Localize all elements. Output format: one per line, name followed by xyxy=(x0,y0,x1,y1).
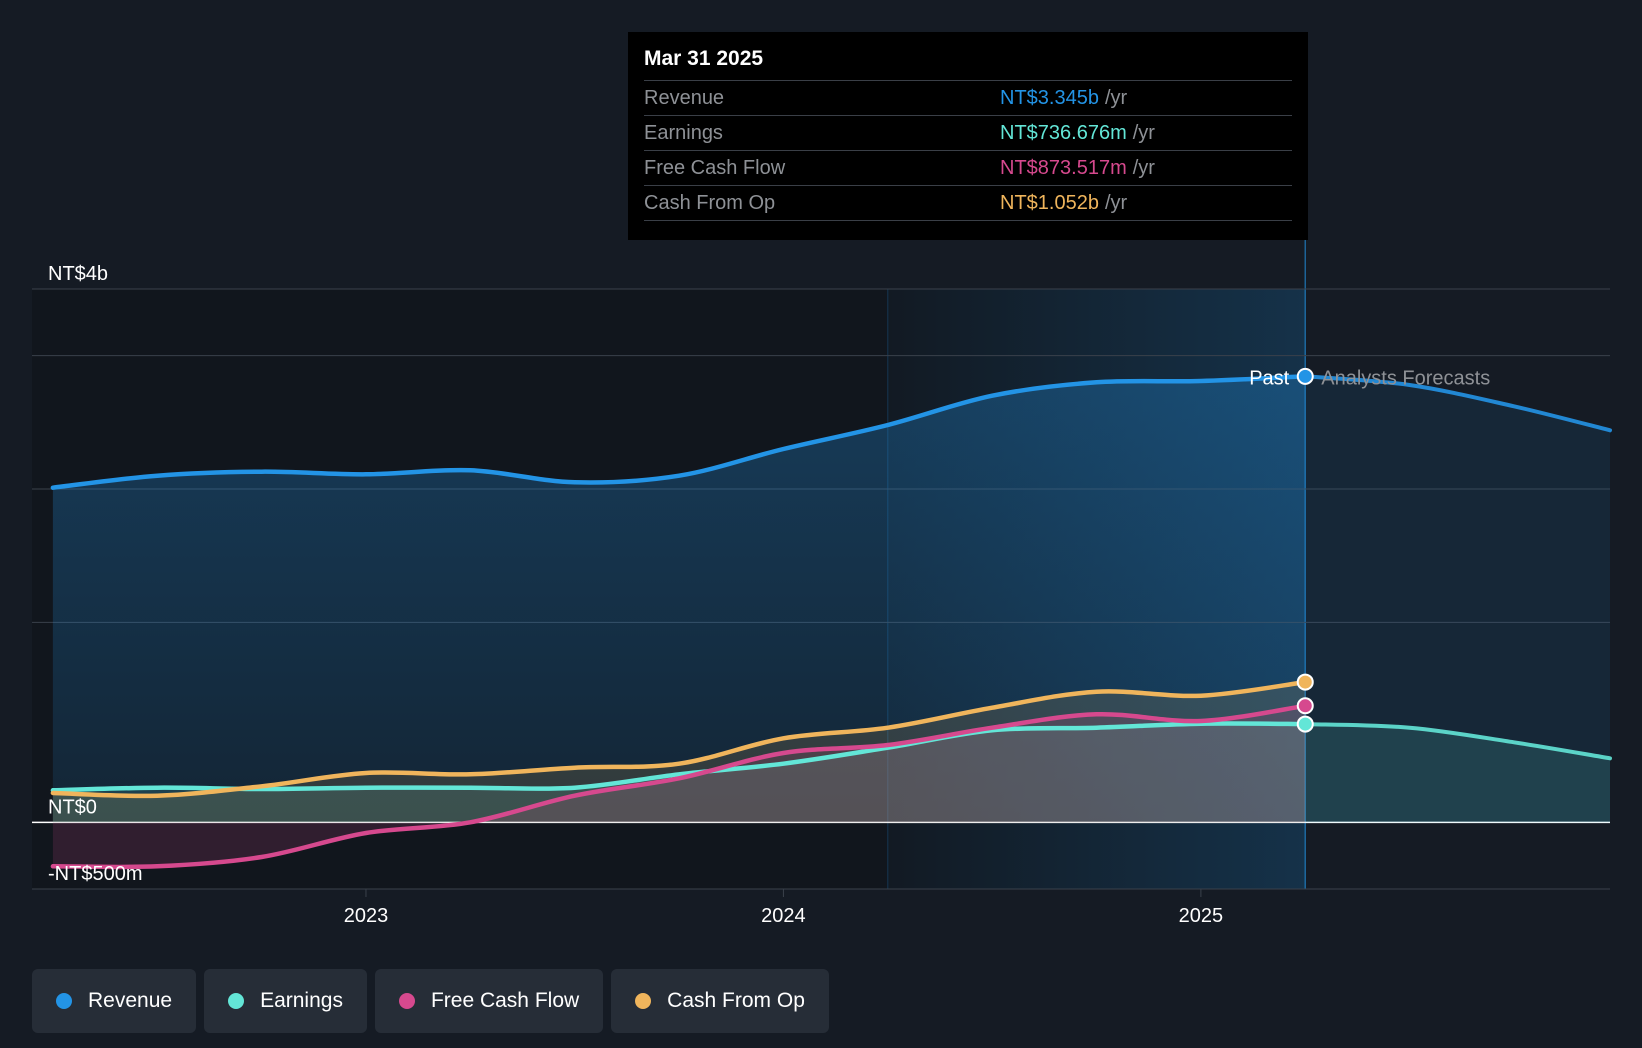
tooltip-label: Revenue xyxy=(644,87,725,109)
legend-item-free-cash-flow[interactable]: Free Cash Flow xyxy=(374,969,604,1033)
tooltip-value-cash-from-op: NT$1.052b/yr xyxy=(1000,192,1128,214)
point-revenue xyxy=(1296,367,1314,385)
forecast-label: Analysts Forecasts xyxy=(1321,367,1490,389)
forecast-area-earnings xyxy=(1305,724,1610,823)
x-tick-label: 2024 xyxy=(761,905,806,927)
tooltip-label: Cash From Op xyxy=(644,192,776,214)
area-earnings xyxy=(52,723,1306,823)
forecast-area-revenue xyxy=(1305,376,1610,823)
legend-dot-icon xyxy=(56,993,72,1009)
legend-dot-icon xyxy=(398,993,415,1009)
line-earnings xyxy=(50,721,1308,793)
tooltip-row-revenue: Revenue NT$3.345b/yr xyxy=(644,81,1292,116)
area-revenue xyxy=(52,376,1306,823)
tooltip-value-free-cash-flow: NT$873.517m/yr xyxy=(1000,157,1155,179)
y-tick-label: NT$0 xyxy=(48,796,97,818)
legend-item-earnings[interactable]: Earnings xyxy=(204,969,367,1033)
y-tick-label: -NT$500m xyxy=(48,863,142,885)
legend-dot-icon xyxy=(635,993,652,1009)
tooltip: Mar 31 2025 Revenue NT$3.345b/yr Earning… xyxy=(628,32,1308,240)
legend-label: Earnings xyxy=(260,989,343,1012)
tooltip-row-free-cash-flow: Free Cash Flow NT$873.517m/yr xyxy=(644,151,1292,186)
tooltip-label: Earnings xyxy=(644,122,723,144)
x-tick-label: 2023 xyxy=(344,905,389,927)
tooltip-value-earnings: NT$736.676m/yr xyxy=(1000,122,1155,144)
line-free-cash-flow xyxy=(50,703,1308,870)
point-cash-from-op xyxy=(1296,673,1314,691)
legend-item-cash-from-op[interactable]: Cash From Op xyxy=(611,969,829,1033)
point-free-cash-flow xyxy=(1296,697,1314,715)
area-free-cash-flow xyxy=(52,705,1306,868)
tooltip-value-revenue: NT$3.345b/yr xyxy=(1000,87,1128,109)
legend: Revenue Earnings Free Cash Flow Cash Fro… xyxy=(32,969,829,1033)
legend-item-revenue[interactable]: Revenue xyxy=(32,969,197,1033)
y-tick-label: NT$4b xyxy=(48,263,108,285)
line-revenue xyxy=(50,374,1308,490)
legend-label: Cash From Op xyxy=(667,989,805,1012)
forecast-line-revenue xyxy=(1303,374,1612,433)
past-label: Past xyxy=(1249,367,1289,389)
tooltip-row-cash-from-op: Cash From Op NT$1.052b/yr xyxy=(644,186,1292,221)
forecast-line-earnings xyxy=(1303,722,1612,761)
line-cash-from-op xyxy=(50,679,1308,799)
tooltip-label: Free Cash Flow xyxy=(644,157,786,179)
legend-label: Free Cash Flow xyxy=(430,989,580,1012)
tooltip-row-earnings: Earnings NT$736.676m/yr xyxy=(644,116,1292,151)
legend-dot-icon xyxy=(228,993,245,1009)
legend-label: Revenue xyxy=(88,989,173,1012)
x-tick-label: 2025 xyxy=(1179,905,1224,927)
tooltip-date: Mar 31 2025 xyxy=(644,46,1292,81)
point-earnings xyxy=(1296,715,1314,733)
